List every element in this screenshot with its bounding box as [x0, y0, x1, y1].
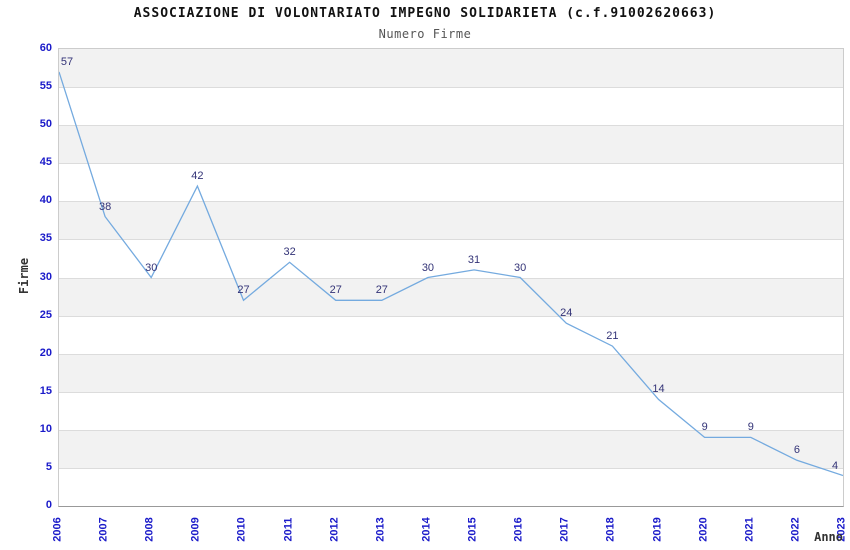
data-label: 4	[831, 459, 839, 472]
data-label: 27	[329, 284, 342, 297]
grid-line	[59, 125, 843, 126]
x-tick-label: 2018	[604, 517, 617, 542]
x-tick-label: 2008	[143, 517, 156, 542]
x-tick-label: 2020	[697, 517, 710, 542]
data-label: 9	[747, 421, 754, 434]
grid-line	[59, 239, 843, 240]
x-tick-label: 2010	[235, 517, 248, 542]
y-tick-label: 45	[39, 156, 52, 169]
y-tick-label: 30	[39, 270, 52, 283]
y-tick-label: 20	[39, 346, 52, 359]
x-tick-label: 2013	[374, 517, 387, 542]
x-tick-label: 2016	[512, 517, 525, 542]
data-label: 30	[421, 261, 435, 274]
grid-line	[59, 316, 843, 317]
grid-line	[59, 278, 843, 279]
chart-subtitle: Numero Firme	[378, 27, 472, 41]
x-tick-label: 2015	[466, 517, 479, 542]
x-tick-label: 2006	[51, 517, 64, 542]
y-tick-label: 35	[39, 232, 52, 245]
grid-band	[59, 429, 843, 468]
data-label: 57	[60, 55, 74, 68]
y-tick-label: 40	[39, 194, 52, 207]
data-label: 38	[98, 200, 112, 213]
grid-line	[59, 87, 843, 88]
data-label: 42	[191, 170, 204, 183]
grid-line	[59, 392, 843, 393]
y-tick-label: 0	[45, 499, 52, 511]
data-label: 31	[467, 253, 481, 266]
x-axis-title: Anno	[814, 530, 843, 544]
line-series	[59, 71, 843, 477]
data-label: 30	[145, 261, 158, 274]
y-tick-label: 5	[45, 460, 52, 473]
data-label: 24	[560, 307, 573, 320]
grid-band	[59, 49, 843, 88]
y-tick-label: 15	[39, 384, 52, 397]
data-label: 9	[701, 421, 708, 434]
data-label: 30	[514, 261, 527, 274]
grid-band	[59, 353, 843, 392]
y-tick-label: 10	[39, 422, 52, 435]
x-tick-label: 2019	[651, 517, 664, 542]
x-tick-label: 2009	[189, 517, 202, 542]
x-tick-label: 2014	[420, 517, 433, 542]
data-label: 27	[237, 284, 250, 297]
data-label: 21	[606, 330, 619, 343]
series-line	[59, 71, 843, 477]
data-label: 32	[283, 246, 296, 259]
data-label: 14	[652, 383, 665, 396]
grid-line	[59, 430, 843, 431]
chart-title: ASSOCIAZIONE DI VOLONTARIATO IMPEGNO SOL…	[133, 6, 717, 21]
y-tick-label: 50	[39, 118, 52, 131]
grid-line	[59, 201, 843, 202]
grid-line	[59, 163, 843, 164]
data-label: 6	[793, 444, 800, 457]
y-tick-label: 55	[39, 80, 52, 93]
x-tick-label: 2011	[282, 517, 295, 542]
x-tick-label: 2007	[97, 517, 110, 542]
grid-band	[59, 277, 843, 316]
data-label: 27	[375, 284, 388, 297]
grid-line	[59, 468, 843, 469]
grid-line	[59, 354, 843, 355]
y-tick-label: 25	[39, 308, 52, 321]
x-tick-label: 2017	[558, 517, 571, 542]
grid-band	[59, 201, 843, 240]
x-tick-label: 2012	[328, 517, 341, 542]
y-tick-label: 60	[39, 42, 52, 54]
grid-band	[59, 125, 843, 164]
plot-area: 57 38 30 42 27 32 27 27 30 31 30 24 21 14 9 9 6 4	[58, 48, 844, 507]
